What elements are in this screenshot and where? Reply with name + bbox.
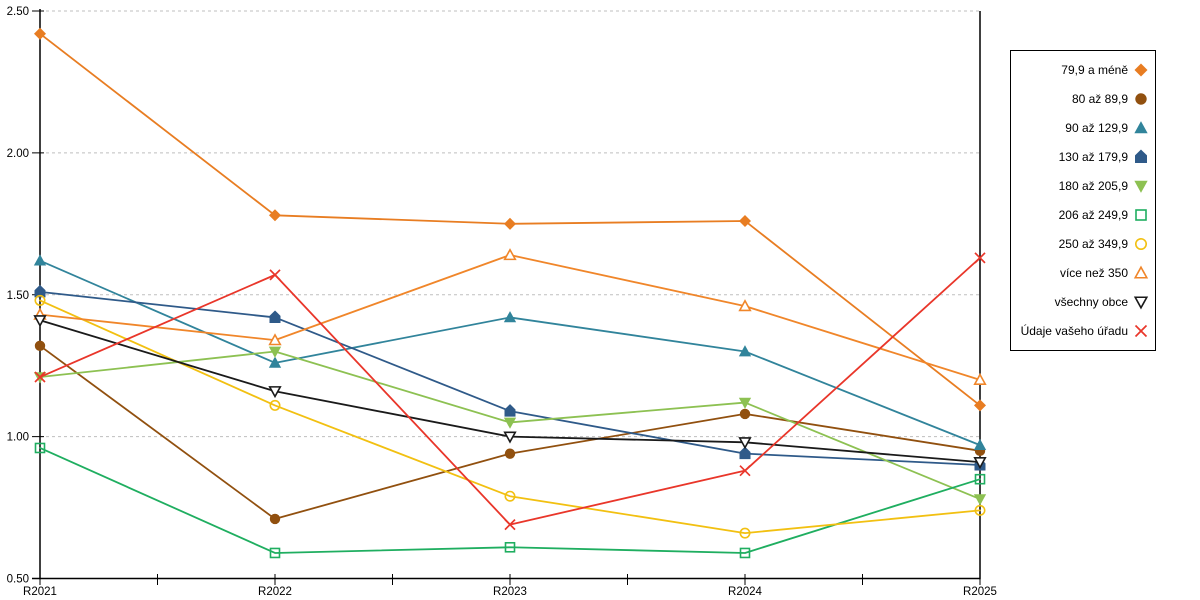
x-axis-labels: R2021 R2022 R2023 R2024 R2025 <box>23 586 997 598</box>
legend-item: 250 až 349,9 <box>1011 230 1155 259</box>
y-tick-label: 2.50 <box>7 6 29 18</box>
legend-item-label: 130 až 179,9 <box>1058 150 1128 164</box>
triangle-up-marker-icon <box>1134 121 1148 134</box>
x-marker-icon <box>1134 324 1148 338</box>
legend-item: 80 až 89,9 <box>1011 85 1155 114</box>
x-tick-label: R2024 <box>728 586 762 598</box>
triangle-down-marker-icon <box>1133 296 1149 310</box>
series-2 <box>33 254 987 450</box>
triangle-up-marker-icon <box>1133 265 1149 279</box>
circle-marker-icon <box>1135 238 1147 250</box>
y-tick-label: 1.50 <box>7 290 29 302</box>
legend-item: 90 až 129,9 <box>1011 114 1155 143</box>
circle-marker-icon <box>1135 93 1147 105</box>
series-9 <box>34 252 986 531</box>
legend-item-label: 80 až 89,9 <box>1071 92 1128 106</box>
legend-item: všechny obce <box>1011 288 1155 317</box>
legend-item: 130 až 179,9 <box>1011 143 1155 172</box>
series-0 <box>33 27 987 412</box>
y-tick-label: 1.00 <box>7 432 29 444</box>
legend-item-label: 79,9 a méně <box>1061 63 1128 77</box>
legend-item-label: více než 350 <box>1059 266 1128 280</box>
legend-item: více než 350 <box>1011 259 1155 288</box>
legend: 79,9 a méně 80 až 89,9 90 až 129,9 130 až 1… <box>1010 50 1156 351</box>
triangle-down-marker-icon <box>1134 180 1148 193</box>
x-tick-label: R2025 <box>963 586 997 598</box>
x-tick-label: R2023 <box>493 586 527 598</box>
legend-item-label: všechny obce <box>1054 295 1128 309</box>
series-4 <box>33 346 987 506</box>
y-tick-label: 2.00 <box>7 148 29 160</box>
legend-item: 206 až 249,9 <box>1011 201 1155 230</box>
legend-item-label: 206 až 249,9 <box>1058 208 1128 222</box>
x-tick-label: R2021 <box>23 586 57 598</box>
series-5 <box>34 442 986 559</box>
series-8 <box>33 315 987 470</box>
legend-item-label: 180 až 205,9 <box>1058 179 1128 193</box>
legend-item: Údaje vašeho úřadu <box>1011 317 1155 346</box>
legend-item-label: 90 až 129,9 <box>1065 121 1128 135</box>
y-tick-label: 0.50 <box>7 574 29 586</box>
legend-item: 180 až 205,9 <box>1011 172 1155 201</box>
pentagon-marker-icon <box>1135 149 1147 163</box>
square-marker-icon <box>1135 209 1147 221</box>
legend-item-label: 250 až 349,9 <box>1058 237 1128 251</box>
legend-item-label: Údaje vašeho úřadu <box>1020 324 1128 338</box>
diamond-marker-icon <box>1134 63 1148 77</box>
legend-item: 79,9 a méně <box>1011 56 1155 85</box>
y-axis-labels: 0.50 1.00 1.50 2.00 2.50 <box>7 6 29 586</box>
x-tick-label: R2022 <box>258 586 292 598</box>
series-6 <box>34 294 986 539</box>
